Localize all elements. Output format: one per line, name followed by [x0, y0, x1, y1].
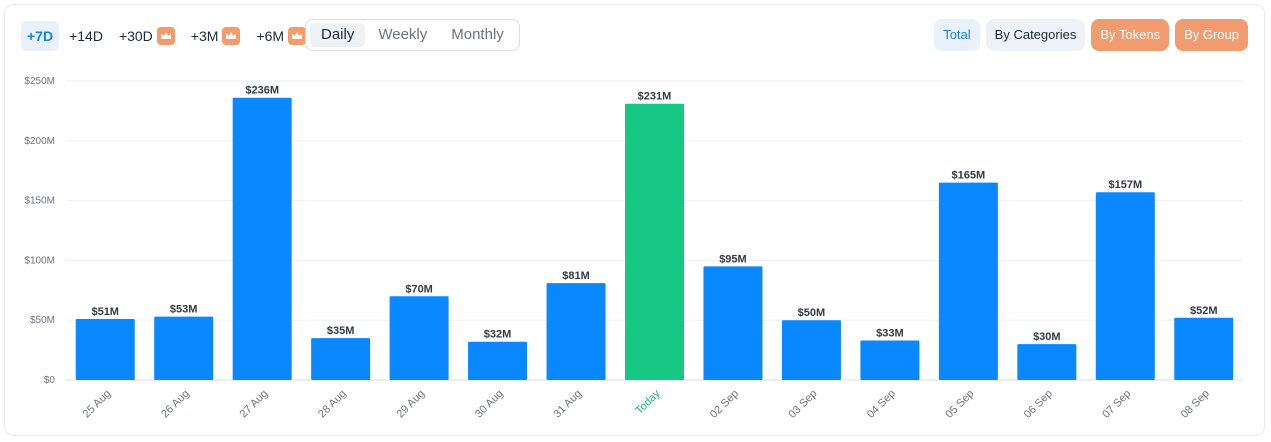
- view-by-categories-button[interactable]: By Categories: [985, 19, 1086, 51]
- period-weekly-tab[interactable]: Weekly: [378, 26, 428, 43]
- range-6m-button[interactable]: +6M: [250, 21, 312, 51]
- bar-value-label: $231M: [638, 91, 672, 103]
- range-selector: +7D +14D +30D +3M +6M: [21, 21, 312, 51]
- bar-value-label: $52M: [1190, 305, 1218, 317]
- crown-icon: [288, 27, 307, 45]
- view-by-group-button[interactable]: By Group: [1175, 19, 1248, 51]
- bar-28-aug[interactable]: [311, 338, 371, 380]
- bar-value-label: $157M: [1108, 179, 1142, 191]
- bars: [75, 97, 1234, 380]
- y-axis: $0 $50M $100M $150M $200M $250M: [24, 76, 55, 386]
- bar-value-label: $33M: [876, 328, 904, 340]
- range-label: +7D: [27, 28, 54, 44]
- x-tick-label: 04 Sep: [865, 388, 898, 421]
- view-by-tokens-button[interactable]: By Tokens: [1091, 19, 1170, 51]
- bar-03-sep[interactable]: [781, 320, 841, 380]
- x-axis: 25 Aug 26 Aug 27 Aug 28 Aug 29 Aug 30 Aug 31 A…: [81, 387, 1212, 420]
- range-label: +3M: [190, 28, 219, 44]
- bar-05-sep[interactable]: [938, 182, 998, 380]
- y-tick-label: $100M: [24, 255, 55, 266]
- bar-07-sep[interactable]: [1095, 192, 1155, 380]
- x-tick-label: 08 Sep: [1179, 388, 1212, 421]
- x-tick-label: 31 Aug: [551, 388, 584, 421]
- bar-value-label: $70M: [405, 283, 433, 295]
- x-tick-label: 30 Aug: [473, 388, 506, 421]
- period-toggle: Daily Weekly Monthly: [305, 19, 520, 51]
- crown-icon: [156, 27, 175, 45]
- bar-value-label: $81M: [562, 270, 590, 282]
- crown-icon: [222, 27, 241, 45]
- range-label: +14D: [69, 28, 103, 44]
- bar-labels: $51M $53M $236M $35M $70M $32M $81M $231M $95M $5…: [91, 85, 1217, 343]
- bar-04-sep[interactable]: [860, 340, 920, 380]
- range-label: +6M: [256, 28, 285, 44]
- bar-value-label: $35M: [327, 325, 355, 337]
- y-tick-label: $50M: [30, 315, 55, 326]
- bar-value-label: $30M: [1033, 331, 1061, 343]
- bar-02-sep[interactable]: [703, 266, 763, 380]
- x-tick-label: 07 Sep: [1100, 388, 1133, 421]
- bar-29-aug[interactable]: [389, 296, 449, 380]
- x-tick-label: 28 Aug: [316, 388, 349, 421]
- x-tick-label: 05 Sep: [943, 388, 976, 421]
- bar-value-label: $165M: [952, 170, 986, 182]
- x-tick-label: 06 Sep: [1022, 388, 1055, 421]
- period-daily-tab[interactable]: Daily: [310, 23, 366, 47]
- bar-26-aug[interactable]: [154, 316, 214, 380]
- bar-today[interactable]: [625, 103, 684, 380]
- bar-value-label: $95M: [719, 253, 747, 265]
- bar-08-sep[interactable]: [1174, 317, 1234, 380]
- bar-value-label: $53M: [170, 304, 198, 316]
- x-tick-label: 26 Aug: [159, 388, 192, 421]
- x-tick-label: Today: [633, 387, 663, 417]
- bar-value-label: $236M: [245, 85, 279, 97]
- period-monthly-tab[interactable]: Monthly: [451, 26, 504, 43]
- bar-31-aug[interactable]: [546, 283, 606, 380]
- range-14d-button[interactable]: +14D: [63, 21, 109, 51]
- bar-30-aug[interactable]: [468, 341, 528, 380]
- bar-value-label: $51M: [91, 306, 119, 318]
- y-tick-label: $150M: [24, 196, 55, 207]
- range-label: +30D: [118, 28, 153, 44]
- bar-27-aug[interactable]: [232, 97, 292, 380]
- y-tick-label: $250M: [24, 76, 55, 87]
- chart-toolbar: +7D +14D +30D +3M +6M Daily Weekly Monthly Tot…: [21, 19, 1248, 55]
- view-toggle: Total By Categories By Tokens By Group: [934, 19, 1248, 51]
- bar-06-sep[interactable]: [1017, 344, 1077, 380]
- x-tick-label: 29 Aug: [395, 388, 428, 421]
- x-tick-label: 27 Aug: [238, 388, 271, 421]
- x-tick-label: 25 Aug: [81, 388, 114, 421]
- bar-25-aug[interactable]: [75, 319, 135, 380]
- range-30d-button[interactable]: +30D: [113, 21, 181, 51]
- range-7d-button[interactable]: +7D: [21, 21, 60, 51]
- bar-value-label: $32M: [484, 329, 512, 341]
- y-tick-label: $0: [44, 375, 56, 386]
- bar-value-label: $50M: [798, 307, 826, 319]
- view-total-button[interactable]: Total: [934, 19, 980, 51]
- x-tick-label: 03 Sep: [786, 388, 819, 421]
- range-3m-button[interactable]: +3M: [185, 21, 247, 51]
- x-tick-label: 02 Sep: [708, 388, 741, 421]
- y-tick-label: $200M: [24, 136, 55, 147]
